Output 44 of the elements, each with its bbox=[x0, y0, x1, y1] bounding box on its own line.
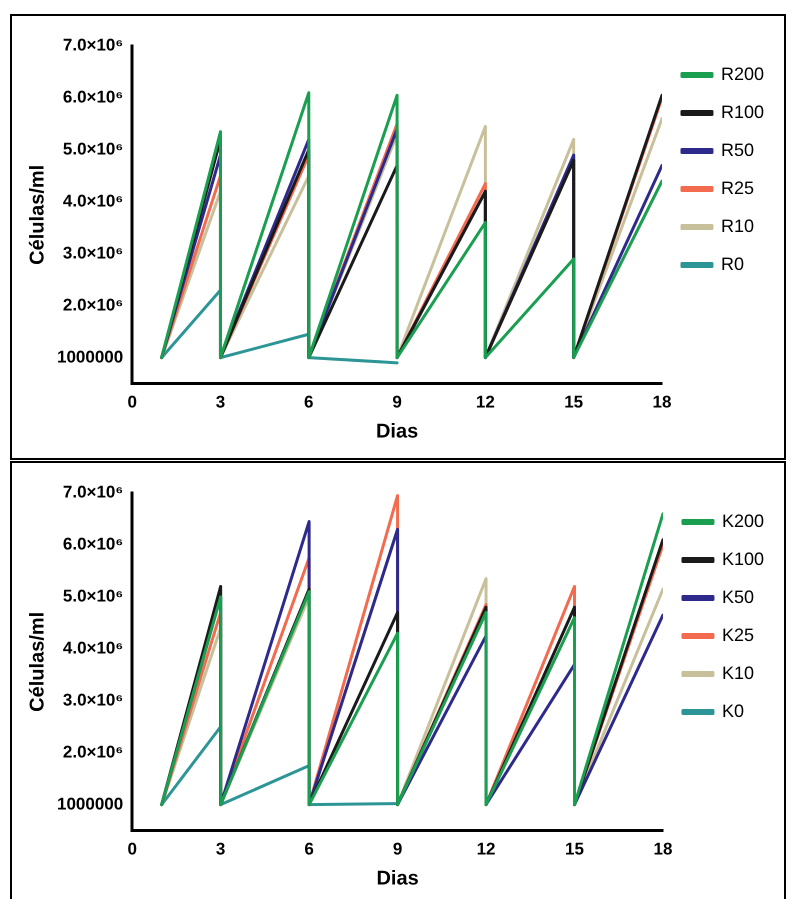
y-tick-label: 7.0×10⁶ bbox=[62, 482, 124, 502]
legend-label: K50 bbox=[722, 586, 754, 607]
y-tick-label: 6.0×10⁶ bbox=[62, 534, 124, 554]
legend-label: K100 bbox=[722, 548, 764, 569]
legend-label: R200 bbox=[720, 64, 764, 84]
legend-label: K200 bbox=[722, 510, 764, 531]
legend-label: R25 bbox=[720, 178, 754, 198]
x-tick-label: 15 bbox=[564, 392, 584, 412]
y-tick-label: 4.0×10⁶ bbox=[62, 638, 124, 658]
y-tick-label: 3.0×10⁶ bbox=[62, 243, 124, 262]
legend-label: R10 bbox=[720, 216, 754, 236]
legend-label: R50 bbox=[720, 140, 754, 160]
y-tick-label: 7.0×10⁶ bbox=[62, 36, 124, 55]
x-tick-label: 3 bbox=[216, 839, 226, 858]
x-tick-label: 18 bbox=[654, 839, 672, 858]
y-tick-label: 2.0×10⁶ bbox=[62, 295, 124, 314]
y-tick-label: 2.0×10⁶ bbox=[62, 742, 124, 762]
y-tick-label: 1000000 bbox=[56, 794, 124, 814]
y-axis-title: Células/ml bbox=[26, 612, 49, 712]
legend-label: K0 bbox=[722, 700, 744, 721]
x-tick-label: 9 bbox=[392, 392, 402, 412]
x-tick-label: 0 bbox=[127, 839, 137, 858]
y-axis-title: Células/ml bbox=[26, 164, 49, 265]
x-tick-label: 18 bbox=[652, 392, 672, 412]
y-tick-label: 6.0×10⁶ bbox=[62, 88, 124, 107]
x-tick-label: 3 bbox=[216, 392, 226, 412]
x-tick-label: 15 bbox=[565, 839, 584, 858]
x-tick-label: 9 bbox=[392, 839, 402, 858]
legend-label: R100 bbox=[720, 102, 764, 122]
legend-label: R0 bbox=[720, 254, 744, 274]
x-tick-label: 6 bbox=[304, 839, 314, 858]
x-tick-label: 12 bbox=[476, 839, 496, 858]
y-tick-label: 5.0×10⁶ bbox=[62, 140, 124, 159]
x-axis-title: Dias bbox=[376, 420, 418, 443]
x-tick-label: 0 bbox=[127, 392, 137, 412]
y-tick-label: 1000000 bbox=[56, 347, 124, 366]
legend-label: K10 bbox=[722, 662, 754, 683]
y-tick-label: 4.0×10⁶ bbox=[62, 192, 124, 211]
y-tick-label: 3.0×10⁶ bbox=[62, 690, 124, 710]
x-axis-title: Dias bbox=[376, 868, 419, 890]
x-tick-label: 12 bbox=[476, 392, 495, 412]
legend-label: K25 bbox=[722, 624, 754, 645]
x-tick-label: 6 bbox=[304, 392, 314, 412]
y-tick-label: 5.0×10⁶ bbox=[62, 586, 124, 606]
